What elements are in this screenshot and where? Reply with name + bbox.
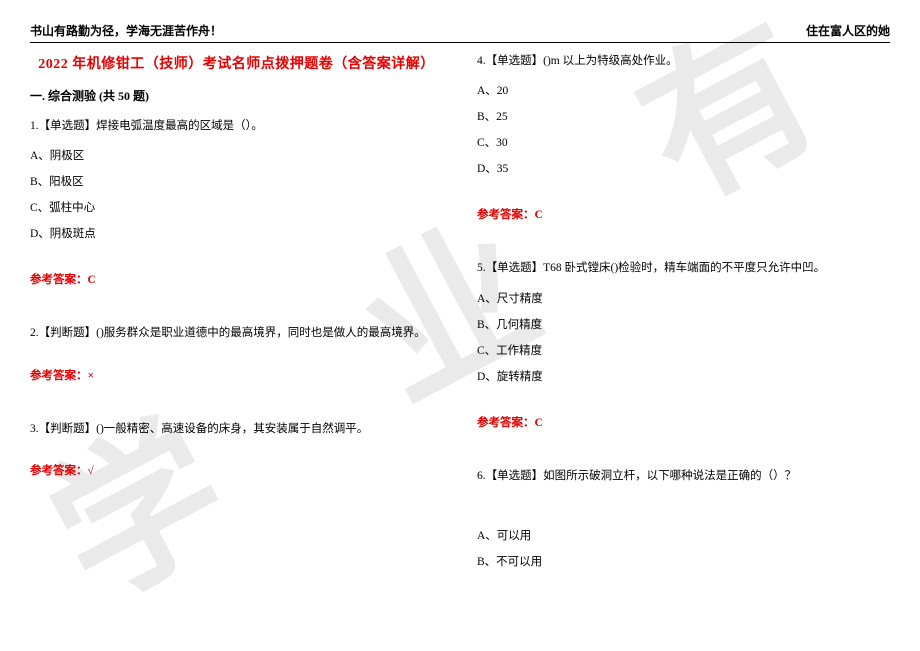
document-title: 2022 年机修钳工（技师）考试名师点拨押题卷（含答案详解） <box>30 53 443 73</box>
question-1-option-c: C、弧柱中心 <box>30 199 443 215</box>
question-5-option-b: B、几何精度 <box>477 316 890 332</box>
question-4-option-b: B、25 <box>477 108 890 124</box>
question-4-option-a: A、20 <box>477 82 890 98</box>
left-column: 2022 年机修钳工（技师）考试名师点拨押题卷（含答案详解） 一. 综合测验 (… <box>30 53 443 607</box>
question-5-option-c: C、工作精度 <box>477 342 890 358</box>
question-2: 2.【判断题】()服务群众是职业道德中的最高境界，同时也是做人的最高境界。 参考… <box>30 325 443 382</box>
question-2-answer: 参考答案：× <box>30 367 443 383</box>
question-6-option-a: A、可以用 <box>477 527 890 543</box>
question-4-answer: 参考答案：C <box>477 206 890 222</box>
page-container: 书山有路勤为径，学海无涯苦作舟！ 住在富人区的她 2022 年机修钳工（技师）考… <box>0 0 920 607</box>
question-6-option-b: B、不可以用 <box>477 553 890 569</box>
question-5-option-a: A、尺寸精度 <box>477 290 890 306</box>
question-4-option-c: C、30 <box>477 134 890 150</box>
header-left: 书山有路勤为径，学海无涯苦作舟！ <box>30 22 222 39</box>
header-right: 住在富人区的她 <box>806 22 890 39</box>
question-6: 6.【单选题】如图所示破洞立杆，以下哪种说法是正确的（）？ A、可以用 B、不可… <box>477 468 890 569</box>
page-header: 书山有路勤为径，学海无涯苦作舟！ 住在富人区的她 <box>30 22 890 43</box>
question-4-text: 4.【单选题】()m 以上为特级高处作业。 <box>477 53 890 70</box>
question-5-answer: 参考答案：C <box>477 414 890 430</box>
question-2-text: 2.【判断题】()服务群众是职业道德中的最高境界，同时也是做人的最高境界。 <box>30 325 443 342</box>
question-1-option-d: D、阴极斑点 <box>30 225 443 241</box>
question-4: 4.【单选题】()m 以上为特级高处作业。 A、20 B、25 C、30 D、3… <box>477 53 890 222</box>
question-1: 1.【单选题】焊接电弧温度最高的区域是（）。 A、阴极区 B、阳极区 C、弧柱中… <box>30 118 443 287</box>
question-1-text: 1.【单选题】焊接电弧温度最高的区域是（）。 <box>30 118 443 135</box>
question-5-text: 5.【单选题】T68 卧式镗床()检验时，精车端面的不平度只允许中凹。 <box>477 260 890 277</box>
question-3-text: 3.【判断题】()一般精密、高速设备的床身，其安装属于自然调平。 <box>30 421 443 438</box>
question-4-option-d: D、35 <box>477 160 890 176</box>
question-5-option-d: D、旋转精度 <box>477 368 890 384</box>
right-column: 4.【单选题】()m 以上为特级高处作业。 A、20 B、25 C、30 D、3… <box>477 53 890 607</box>
question-5: 5.【单选题】T68 卧式镗床()检验时，精车端面的不平度只允许中凹。 A、尺寸… <box>477 260 890 429</box>
question-1-option-b: B、阳极区 <box>30 173 443 189</box>
question-3-answer: 参考答案：√ <box>30 462 443 478</box>
section-heading: 一. 综合测验 (共 50 题) <box>30 87 443 104</box>
question-3: 3.【判断题】()一般精密、高速设备的床身，其安装属于自然调平。 参考答案：√ <box>30 421 443 478</box>
question-1-option-a: A、阴极区 <box>30 147 443 163</box>
question-1-answer: 参考答案：C <box>30 271 443 287</box>
question-6-text: 6.【单选题】如图所示破洞立杆，以下哪种说法是正确的（）？ <box>477 468 890 485</box>
content-columns: 2022 年机修钳工（技师）考试名师点拨押题卷（含答案详解） 一. 综合测验 (… <box>30 47 890 607</box>
